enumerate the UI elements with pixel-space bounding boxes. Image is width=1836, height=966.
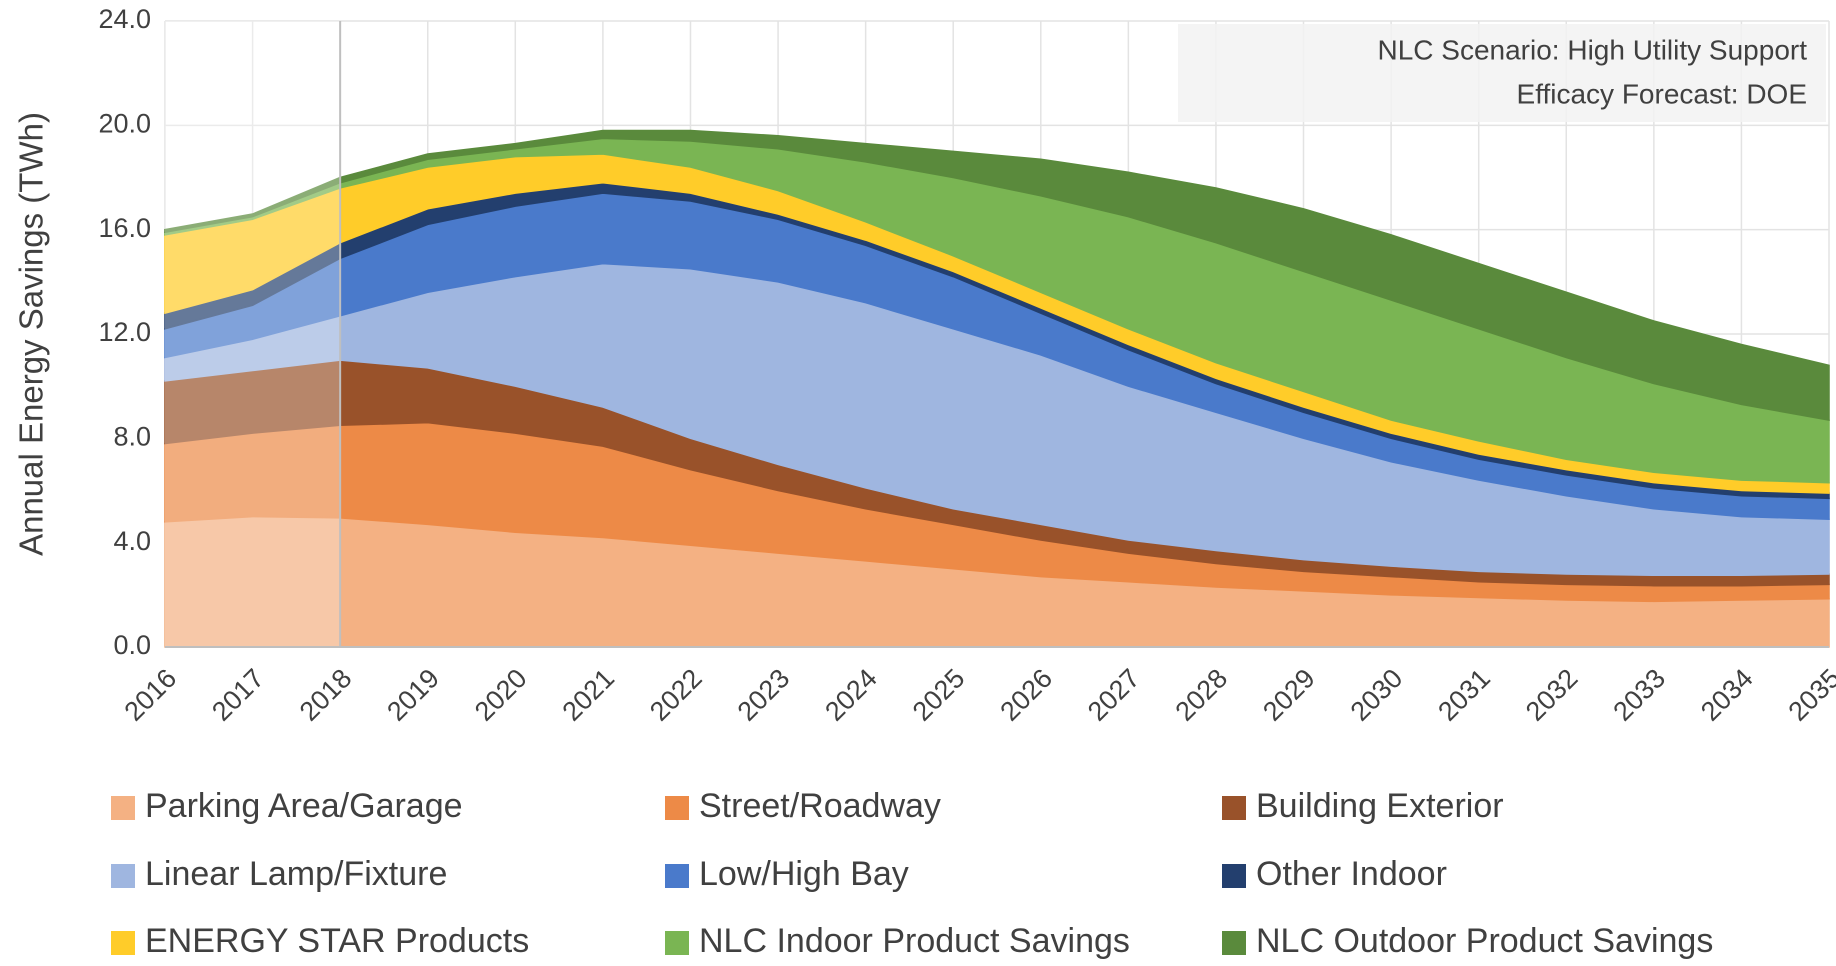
y-tick-label: 4.0 <box>113 526 151 556</box>
legend-swatch <box>665 864 689 888</box>
x-tick-label: 2017 <box>206 663 270 727</box>
y-tick-label: 20.0 <box>98 108 151 138</box>
legend-label: NLC Indoor Product Savings <box>699 922 1130 960</box>
x-tick-label: 2027 <box>1082 663 1146 727</box>
annotation: Efficacy Forecast: DOE <box>1517 78 1807 109</box>
x-tick-label: 2023 <box>732 663 796 727</box>
x-tick-label: 2030 <box>1345 663 1409 727</box>
historical-shade <box>165 21 341 647</box>
legend-label: Building Exterior <box>1256 787 1504 825</box>
x-tick-label: 2018 <box>294 663 358 727</box>
x-tick-label: 2025 <box>907 663 971 727</box>
legend-swatch <box>1222 796 1246 820</box>
x-tick-label: 2029 <box>1257 663 1321 727</box>
annotation: NLC Scenario: High Utility Support <box>1377 34 1807 65</box>
legend-label: Low/High Bay <box>699 855 909 893</box>
x-tick-label: 2032 <box>1520 663 1584 727</box>
legend-swatch <box>111 796 135 820</box>
y-axis-title: Annual Energy Savings (TWh) <box>13 112 50 556</box>
area <box>164 129 1830 421</box>
x-tick-label: 2028 <box>1170 663 1234 727</box>
legend-label: ENERGY STAR Products <box>145 922 529 960</box>
y-tick-label: 8.0 <box>113 421 151 451</box>
x-tick-label: 2031 <box>1432 663 1496 727</box>
x-tick-label: 2020 <box>469 663 533 727</box>
x-tick-label: 2034 <box>1695 663 1759 727</box>
x-tick-label: 2022 <box>644 663 708 727</box>
y-tick-label: 0.0 <box>113 630 151 660</box>
x-tick-label: 2016 <box>119 663 183 727</box>
legend-swatch <box>665 931 689 955</box>
y-tick-label: 24.0 <box>98 4 151 34</box>
legend-swatch <box>111 864 135 888</box>
legend-label: Linear Lamp/Fixture <box>145 855 447 893</box>
x-tick-label: 2024 <box>819 663 883 727</box>
x-tick-label: 2035 <box>1783 663 1836 727</box>
x-tick-label: 2033 <box>1607 663 1671 727</box>
annotation-box <box>1178 24 1826 122</box>
x-tick-label: 2026 <box>994 663 1058 727</box>
y-tick-label: 16.0 <box>98 213 151 243</box>
areas <box>164 129 1830 648</box>
y-tick-label: 12.0 <box>98 317 151 347</box>
legend-swatch <box>1222 931 1246 955</box>
legend-label: NLC Outdoor Product Savings <box>1256 922 1713 960</box>
legend-swatch <box>111 931 135 955</box>
x-tick-label: 2019 <box>381 663 445 727</box>
legend-label: Other Indoor <box>1256 855 1447 893</box>
legend-swatch <box>1222 864 1246 888</box>
overlay <box>165 21 342 647</box>
legend: Parking Area/Garage Street/Roadway Buildin… <box>111 787 1713 960</box>
legend-swatch <box>665 796 689 820</box>
legend-label: Street/Roadway <box>699 787 941 825</box>
legend-label: Parking Area/Garage <box>145 787 463 825</box>
x-tick-label: 2021 <box>556 663 620 727</box>
